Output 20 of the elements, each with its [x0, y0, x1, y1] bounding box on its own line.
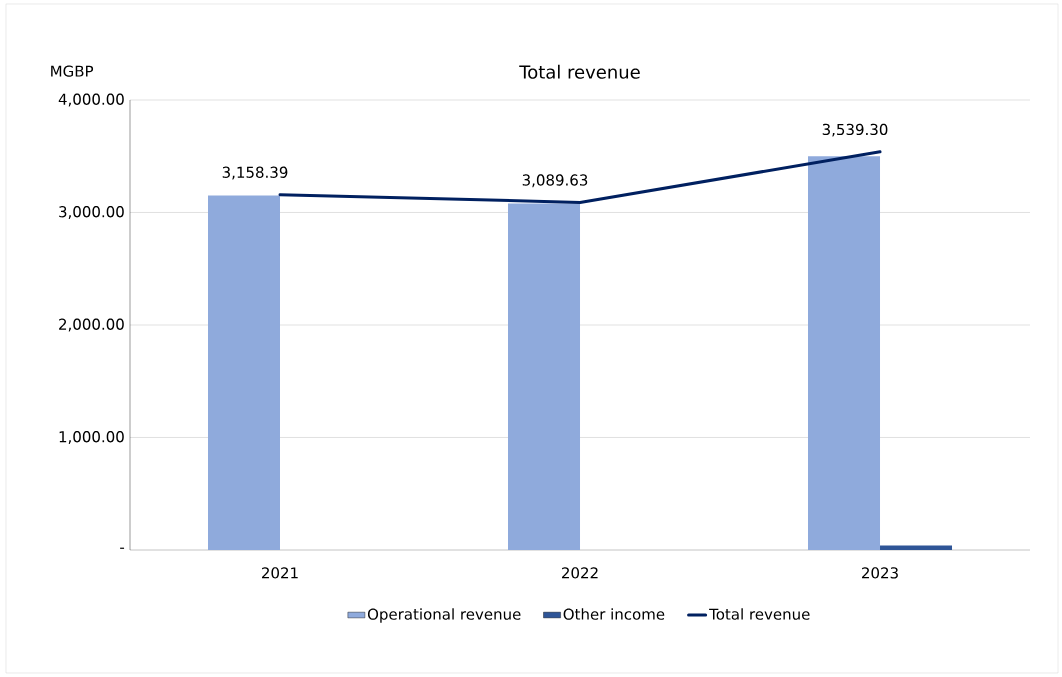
data-label: 3,158.39 — [222, 166, 288, 180]
x-tick-label: 2021 — [262, 567, 298, 579]
chart-title: Total revenue — [519, 64, 640, 79]
y-tick-label: 4,000.00 — [58, 93, 124, 107]
data-label: 3,539.30 — [822, 123, 888, 137]
legend-label: Total revenue — [709, 608, 810, 620]
y-tick-label: - — [120, 547, 125, 549]
x-tick-label: 2022 — [562, 567, 598, 579]
bar — [880, 545, 953, 550]
bar — [808, 156, 881, 550]
x-tick-label: 2023 — [862, 567, 898, 579]
data-label: 3,089.63 — [522, 174, 588, 188]
bar — [208, 195, 280, 550]
y-tick-label: 3,000.00 — [59, 206, 124, 219]
bar — [508, 203, 581, 550]
legend-label: Operational revenue — [367, 608, 521, 623]
y-tick-label: 2,000.00 — [59, 318, 124, 332]
y-axis-title: MGBP — [51, 65, 94, 77]
y-tick-label: 1,000.00 — [59, 431, 124, 444]
legend-label: Other income — [563, 608, 665, 620]
